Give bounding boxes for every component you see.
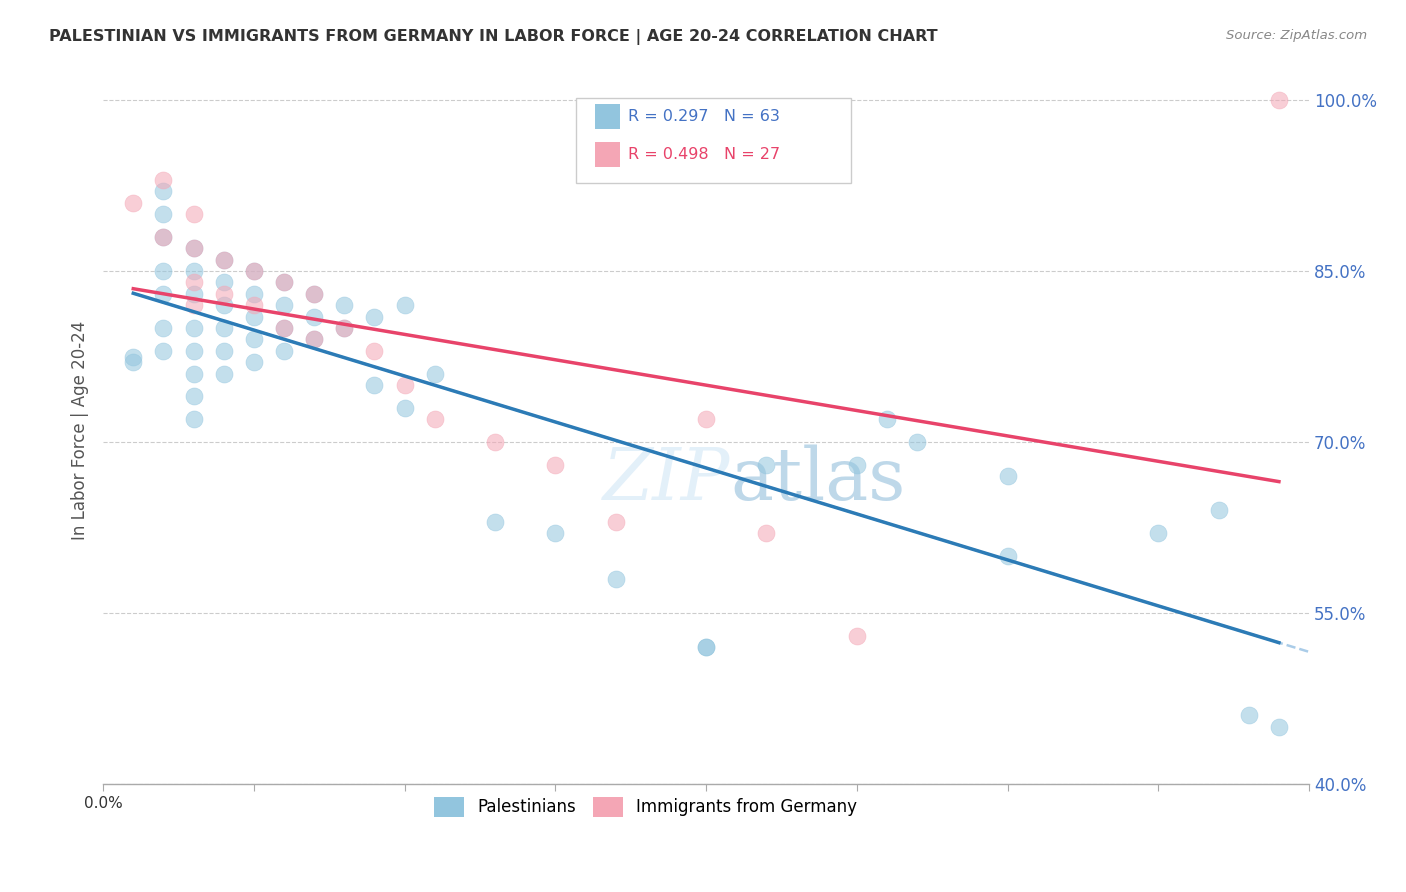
Text: R = 0.498   N = 27: R = 0.498 N = 27 xyxy=(628,147,780,161)
Point xyxy=(243,333,266,347)
Point xyxy=(905,434,928,449)
Point xyxy=(243,264,266,278)
Legend: Palestinians, Immigrants from Germany: Palestinians, Immigrants from Germany xyxy=(426,789,866,825)
Point xyxy=(1268,720,1291,734)
Point xyxy=(152,230,174,244)
Text: PALESTINIAN VS IMMIGRANTS FROM GERMANY IN LABOR FORCE | AGE 20-24 CORRELATION CH: PALESTINIAN VS IMMIGRANTS FROM GERMANY I… xyxy=(49,29,938,45)
Point xyxy=(1268,93,1291,107)
Point xyxy=(243,310,266,324)
Point xyxy=(1208,503,1230,517)
Point xyxy=(302,333,325,347)
Point xyxy=(243,298,266,312)
Point xyxy=(302,310,325,324)
Point xyxy=(394,401,416,415)
Point xyxy=(333,298,356,312)
Point xyxy=(122,355,145,369)
Point xyxy=(273,298,295,312)
Point xyxy=(212,286,235,301)
Point xyxy=(212,321,235,335)
Y-axis label: In Labor Force | Age 20-24: In Labor Force | Age 20-24 xyxy=(72,321,89,541)
Text: ZIP: ZIP xyxy=(603,445,730,516)
Point xyxy=(243,286,266,301)
Point xyxy=(183,412,205,426)
Point xyxy=(363,343,385,358)
Point xyxy=(122,195,145,210)
Point xyxy=(333,321,356,335)
Text: Source: ZipAtlas.com: Source: ZipAtlas.com xyxy=(1226,29,1367,42)
Point xyxy=(183,367,205,381)
Point xyxy=(243,355,266,369)
Point xyxy=(183,389,205,403)
Text: R = 0.297   N = 63: R = 0.297 N = 63 xyxy=(628,110,780,124)
Point xyxy=(212,343,235,358)
Point xyxy=(152,321,174,335)
Point xyxy=(363,310,385,324)
Point xyxy=(755,526,778,541)
Point xyxy=(152,230,174,244)
Point xyxy=(273,321,295,335)
Point xyxy=(273,343,295,358)
Point xyxy=(152,264,174,278)
Point xyxy=(273,321,295,335)
Point xyxy=(695,640,717,654)
Point xyxy=(273,276,295,290)
Point xyxy=(1147,526,1170,541)
Point xyxy=(212,298,235,312)
Point xyxy=(212,276,235,290)
Point xyxy=(876,412,898,426)
Point xyxy=(183,241,205,255)
Point xyxy=(605,572,627,586)
Text: atlas: atlas xyxy=(730,445,905,516)
Point xyxy=(484,434,506,449)
Point xyxy=(695,412,717,426)
Point xyxy=(997,549,1019,563)
Point xyxy=(183,343,205,358)
Point xyxy=(695,640,717,654)
Point xyxy=(302,333,325,347)
Point xyxy=(755,458,778,472)
Point xyxy=(423,412,446,426)
Point xyxy=(997,469,1019,483)
Point xyxy=(183,321,205,335)
Point xyxy=(212,252,235,267)
Point xyxy=(394,378,416,392)
Point xyxy=(423,367,446,381)
Point xyxy=(544,526,567,541)
Point xyxy=(363,378,385,392)
Point xyxy=(183,241,205,255)
Point xyxy=(183,286,205,301)
Point xyxy=(845,629,868,643)
Point xyxy=(605,515,627,529)
Point xyxy=(183,276,205,290)
Point xyxy=(333,321,356,335)
Point xyxy=(212,367,235,381)
Point xyxy=(845,458,868,472)
Point xyxy=(152,173,174,187)
Point xyxy=(1237,708,1260,723)
Point xyxy=(302,286,325,301)
Point xyxy=(544,458,567,472)
Point xyxy=(302,286,325,301)
Point xyxy=(243,264,266,278)
Point xyxy=(183,298,205,312)
Point xyxy=(183,264,205,278)
Point xyxy=(273,276,295,290)
Point xyxy=(152,185,174,199)
Point xyxy=(122,350,145,364)
Point xyxy=(152,343,174,358)
Point xyxy=(394,298,416,312)
Point xyxy=(212,252,235,267)
Point xyxy=(484,515,506,529)
Point xyxy=(152,286,174,301)
Point xyxy=(183,207,205,221)
Point xyxy=(152,207,174,221)
